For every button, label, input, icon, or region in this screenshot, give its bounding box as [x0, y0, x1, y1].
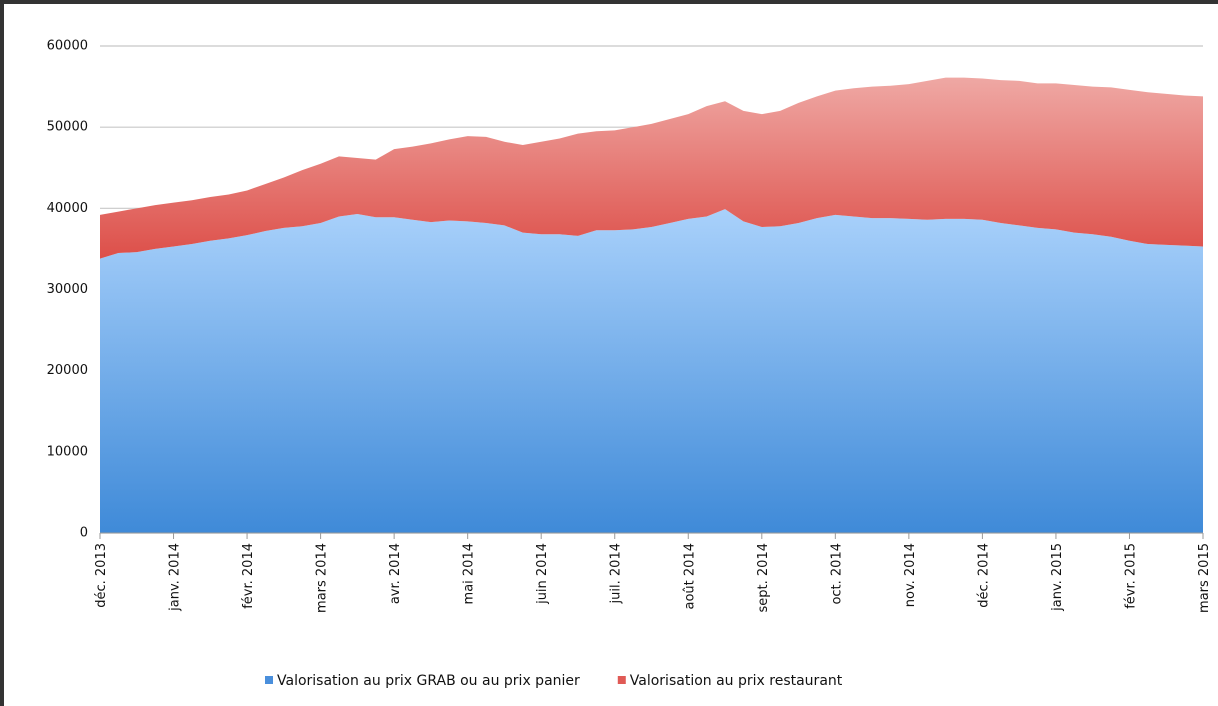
x-tick-label: déc. 2014: [976, 543, 991, 608]
x-tick-label: mars 2015: [1197, 543, 1212, 613]
x-tick-label: avr. 2014: [388, 543, 403, 604]
legend-swatch: [265, 676, 273, 684]
x-tick-label: juil. 2014: [609, 543, 624, 604]
area: [100, 209, 1203, 533]
frame-top: [0, 0, 1218, 4]
y-tick-label: 40000: [47, 201, 88, 216]
x-tick-label: août 2014: [682, 543, 697, 609]
frame-left: [0, 0, 4, 706]
legend-swatch: [617, 676, 626, 684]
x-tick-label: janv. 2015: [1050, 543, 1065, 612]
y-tick-label: 20000: [47, 363, 88, 378]
x-tick-label: févr. 2014: [241, 543, 256, 609]
y-tick-label: 50000: [47, 120, 88, 135]
y-tick-label: 30000: [47, 282, 88, 297]
x-tick-label: janv. 2014: [168, 543, 183, 612]
x-tick-label: mai 2014: [462, 543, 477, 604]
x-tick-label: oct. 2014: [829, 543, 844, 605]
y-tick-label: 0: [80, 526, 88, 541]
x-tick-label: nov. 2014: [903, 543, 918, 607]
legend-label: Valorisation au prix GRAB ou au prix pan…: [277, 673, 580, 689]
x-tick-label: févr. 2015: [1123, 543, 1138, 609]
area: [100, 77, 1203, 259]
legend-label: Valorisation au prix restaurant: [630, 673, 843, 689]
x-tick-label: juin 2014: [535, 543, 550, 605]
y-tick-label: 60000: [47, 39, 88, 54]
x-tick-label: déc. 2013: [94, 543, 109, 608]
x-tick-label: mars 2014: [315, 543, 330, 613]
x-tick-label: sept. 2014: [756, 543, 771, 612]
y-tick-label: 10000: [47, 444, 88, 459]
